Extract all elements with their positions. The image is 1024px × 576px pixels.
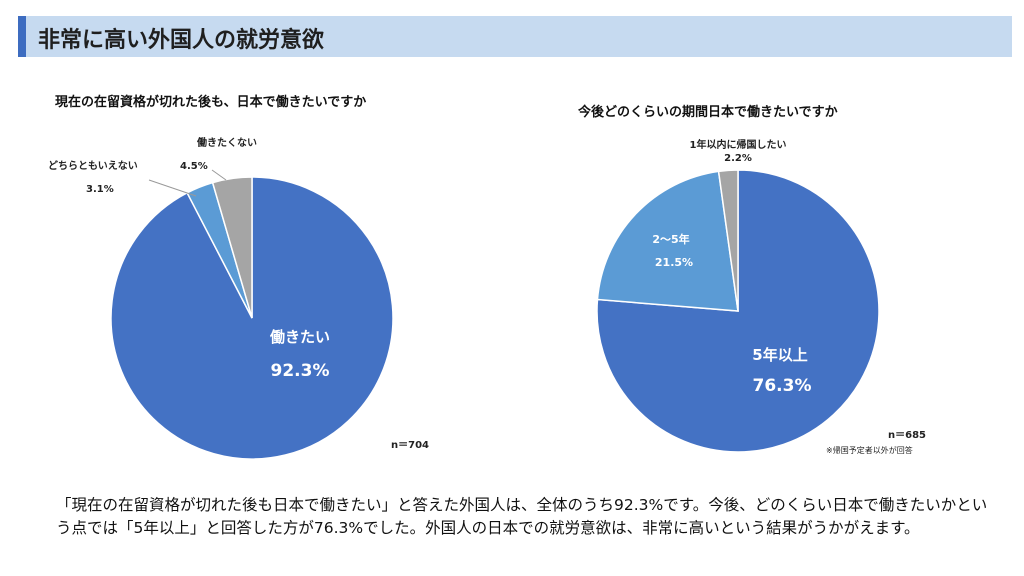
chart1-value-label-2: 4.5% [180, 161, 208, 172]
chart2-value-label-0: 76.3% [753, 376, 812, 396]
chart2-title: 今後どのくらいの期間日本で働きたいですか [578, 105, 838, 120]
summary-text: 「現在の在留資格が切れた後も日本で働きたい」と答えた外国人は、全体のうち92.3… [56, 496, 988, 537]
chart2-value-label-1: 21.5% [655, 256, 693, 269]
chart1-category-label-0: 働きたい [269, 328, 330, 346]
header-accent-bar [18, 16, 26, 57]
chart1-slice-2 [211, 176, 253, 319]
chart2-sample-size: n＝685 [888, 430, 926, 441]
page-title: 非常に高い外国人の就労意欲 [38, 28, 325, 53]
page-header: 非常に高い外国人の就労意欲 [18, 16, 1012, 57]
chart2-category-label-2: 1年以内に帰国したい [690, 138, 787, 151]
chart1-title: 現在の在留資格が切れた後も、日本で働きたいですか [55, 95, 367, 110]
chart1-value-label-1: 3.1% [86, 184, 114, 195]
chart1-leader-line-1 [148, 179, 197, 197]
chart1-sample-size: n＝704 [391, 440, 429, 451]
chart2-slice-2 [717, 169, 739, 312]
chart1-value-label-0: 92.3% [271, 361, 330, 381]
chart2-slice-1 [596, 170, 739, 312]
chart2-category-label-1: 2～5年 [652, 232, 689, 246]
chart2-value-label-2: 2.2% [724, 153, 752, 164]
chart1-category-label-2: 働きたくない [196, 136, 257, 149]
chart1-category-label-1: どちらともいえない [48, 159, 138, 172]
chart2-note: ※帰国予定者以外が回答 [826, 446, 913, 455]
chart1-leader-line-2 [211, 169, 227, 181]
chart2-category-label-0: 5年以上 [752, 346, 807, 364]
chart2-slice-0 [596, 169, 880, 453]
